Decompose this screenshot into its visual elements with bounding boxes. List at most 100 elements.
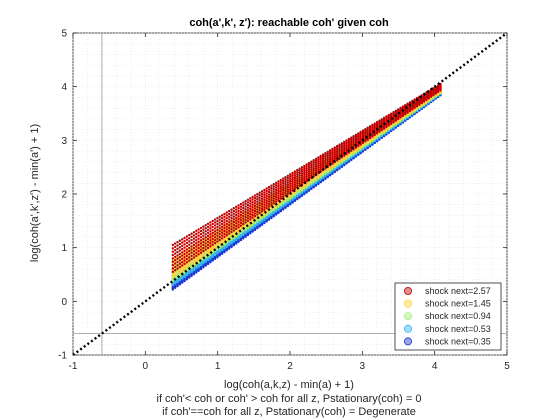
data-point [192,237,196,240]
data-point [286,179,290,182]
data-point [345,139,348,142]
data-point [253,199,257,202]
data-point [176,254,179,257]
data-point [223,224,226,227]
data-point [246,206,250,209]
data-point [258,211,261,215]
data-point [239,210,243,214]
data-point [192,243,196,247]
data-point [209,239,212,242]
data-point [213,227,217,230]
data-point [199,229,203,233]
data-point [281,179,285,183]
data-point [204,248,207,251]
data-point [244,213,247,216]
data-point [204,224,207,227]
data-point [227,218,231,221]
data-point [263,201,266,204]
data-point [176,247,179,250]
data-point [192,261,196,264]
data-point [185,257,189,261]
data-point [171,243,175,247]
data-point [310,168,313,171]
data-point [188,262,191,265]
data-point [239,208,243,211]
data-point [281,184,285,187]
data-point [277,184,280,188]
data-point [265,194,268,198]
data-point [230,225,233,228]
data-point [246,203,250,207]
data-point [225,211,229,214]
data-point [326,150,329,153]
data-point [173,245,177,249]
data-point [216,216,219,220]
data-point [246,211,250,215]
data-point [256,203,259,206]
data-point [218,243,221,246]
data-point [284,187,287,190]
data-point [183,262,186,266]
data-point [281,186,285,190]
data-point [235,213,238,217]
data-point [197,228,200,231]
data-point [258,199,261,202]
data-point [197,243,200,247]
data-point [272,190,275,193]
data-point [171,263,175,267]
data-point [272,195,275,198]
data-point [291,187,294,190]
data-point [202,237,205,241]
data-point [279,183,283,186]
data-point [260,207,264,211]
data-point [267,195,271,199]
data-point [277,182,280,185]
data-point [263,196,266,199]
data-point [206,237,210,241]
data-point [195,235,198,239]
data-point [279,185,283,189]
data-point [171,270,175,274]
data-point [333,146,337,149]
data-point [361,129,365,132]
data-point [289,179,292,183]
data-point [235,205,238,209]
data-point [176,260,179,264]
data-point [195,245,198,248]
data-point [251,203,254,206]
data-point [244,200,247,203]
data-point [263,198,266,202]
data-point [173,265,177,269]
data-point [225,219,229,223]
data-point [265,202,268,205]
data-point [183,246,186,249]
data-point [230,228,233,231]
data-point [260,192,264,196]
data-point [303,166,306,170]
data-point [279,178,283,182]
data-point [274,195,278,199]
data-point [190,245,193,248]
data-point [232,207,236,210]
data-point [303,164,306,168]
data-point [199,248,203,251]
data-point [199,236,203,239]
data-point [227,223,231,227]
data-point [284,178,287,181]
data-point [296,173,299,176]
data-point [239,216,243,219]
data-point [265,187,268,190]
data-point [230,211,233,214]
data-point [265,204,268,207]
data-point [307,168,311,171]
data-point [286,181,290,184]
data-point [183,256,186,259]
data-point [171,257,175,260]
data-point [249,205,252,208]
data-point [209,227,212,230]
data-point [293,181,297,184]
data-point [281,191,285,194]
data-point [298,182,301,185]
data-point [265,197,268,200]
data-point [181,247,184,251]
